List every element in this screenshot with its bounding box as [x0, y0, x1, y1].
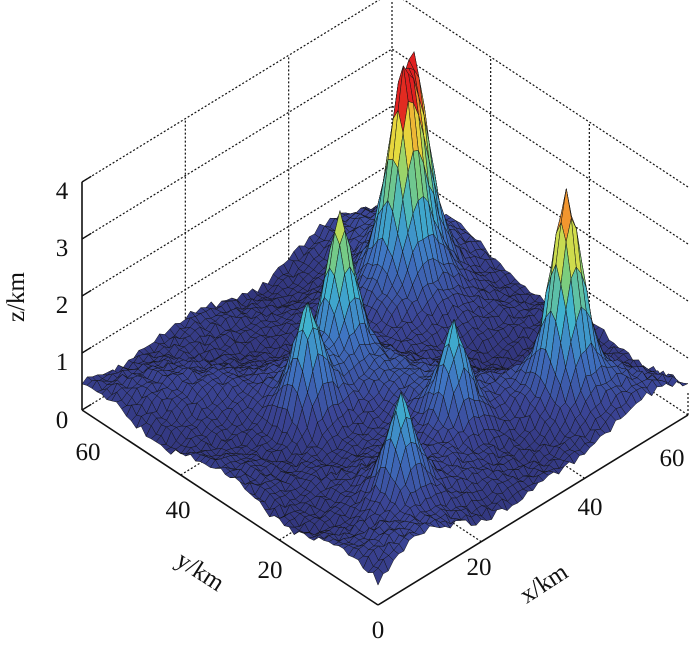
- surface: [81, 51, 689, 586]
- x-axis-line: [377, 414, 689, 606]
- z-tick-2: 2: [56, 292, 69, 319]
- y-tick-40: 40: [166, 497, 191, 524]
- y-axis-line: [81, 409, 379, 606]
- x-axis-label: x/km: [515, 558, 573, 609]
- grid-line: [81, 48, 393, 240]
- z-tick-mark: [81, 346, 92, 354]
- z-tick-4: 4: [56, 178, 69, 205]
- grid-line: [391, 105, 689, 302]
- x-tick-0: 0: [372, 617, 385, 644]
- z-axis-label: z/km: [3, 271, 30, 322]
- x-tick-20: 20: [467, 554, 492, 581]
- y-axis-label: y/km: [171, 546, 229, 597]
- grid-line: [81, 0, 381, 183]
- grid-line: [391, 48, 689, 245]
- x-tick-60: 60: [660, 445, 685, 472]
- z-tick-3: 3: [56, 235, 69, 262]
- grid-line: [391, 162, 689, 359]
- x-tick-40: 40: [578, 494, 603, 521]
- surface-patch: [372, 567, 384, 586]
- z-tick-1: 1: [56, 349, 69, 376]
- z-tick-0: 0: [56, 407, 69, 434]
- z-tick-mark: [81, 403, 92, 411]
- y-tick-20: 20: [258, 557, 283, 584]
- grid-line: [81, 162, 393, 354]
- z-tick-mark: [81, 289, 92, 297]
- axes: [81, 175, 689, 606]
- grid-line: [403, 0, 689, 188]
- z-tick-mark: [81, 232, 92, 240]
- z-tick-mark: [81, 175, 92, 183]
- y-tick-60: 60: [76, 439, 101, 466]
- grid-line: [81, 105, 393, 297]
